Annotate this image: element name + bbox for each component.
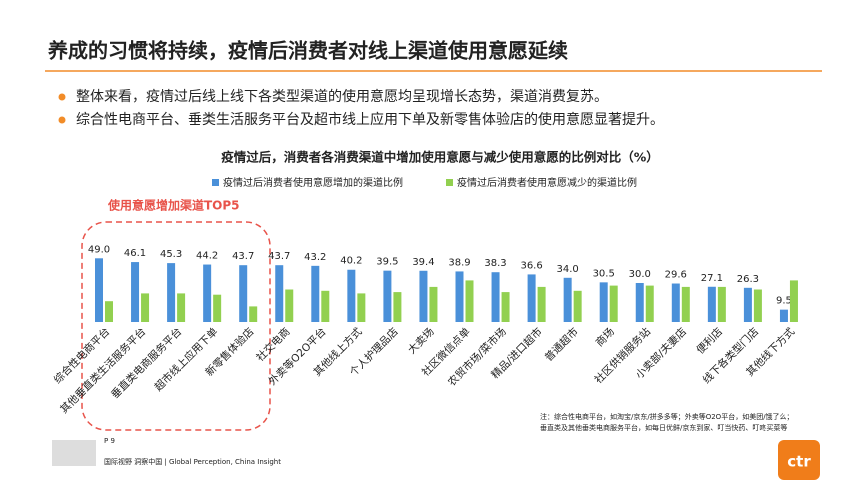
bar <box>285 289 294 322</box>
bullet: 整体来看，疫情过后线上线下各类型渠道的使用意愿均呈现增长态势，渠道消费复苏。 <box>76 88 608 105</box>
value-label: 38.9 <box>448 257 470 268</box>
bar <box>239 265 248 322</box>
value-label: 29.6 <box>665 270 687 281</box>
bar <box>213 294 222 322</box>
bar <box>537 286 546 322</box>
highlight-label: 使用意愿增加渠道TOP5 <box>107 198 240 213</box>
bar <box>141 293 150 322</box>
legend-label: 疫情过后消费者使用意愿减少的渠道比例 <box>457 176 637 189</box>
value-label: 30.0 <box>629 269 651 280</box>
brand-text: ctr <box>787 453 811 471</box>
bar <box>717 286 726 322</box>
bar <box>779 309 788 322</box>
footer-slogan: 国际视野 洞察中国 | Global Perception, China Ins… <box>104 457 281 466</box>
value-label: 43.7 <box>268 251 290 262</box>
value-label: 40.2 <box>340 256 362 267</box>
brand-logo <box>778 440 820 480</box>
bar <box>743 287 752 322</box>
bar <box>599 282 608 322</box>
legend-label: 疫情过后消费者使用意愿增加的渠道比例 <box>223 176 403 189</box>
x-tick-label: 超市线上应用下单 <box>152 325 221 394</box>
bar <box>249 306 258 322</box>
bar <box>671 283 680 322</box>
note: 垂直类及其他垂类电商服务平台，如每日优鲜/京东到家、叮当快药、叮咚买菜等 <box>540 423 787 432</box>
value-label: 46.1 <box>124 248 146 259</box>
value-label: 30.5 <box>593 268 615 279</box>
bar <box>491 272 500 322</box>
bar <box>609 285 618 322</box>
bar <box>419 270 428 322</box>
bar <box>105 301 113 322</box>
value-label: 36.6 <box>520 260 542 271</box>
x-tick-label: 垂直类电商服务平台 <box>108 325 184 401</box>
value-label: 43.2 <box>304 252 326 263</box>
bar <box>635 283 644 322</box>
bar <box>311 265 320 322</box>
bar <box>573 290 582 322</box>
value-label: 27.1 <box>701 273 723 284</box>
x-tick-label: 大卖场 <box>405 325 436 356</box>
bar <box>177 293 186 322</box>
x-tick-label: 便利店 <box>694 325 725 356</box>
bar <box>527 274 536 322</box>
bar <box>645 285 654 322</box>
value-label: 38.3 <box>484 258 506 269</box>
bar <box>563 277 572 322</box>
value-label: 9.5 <box>776 296 792 307</box>
bar <box>203 264 212 322</box>
bullet-dot <box>58 93 66 101</box>
cert-logo <box>52 440 96 466</box>
x-tick-label: 商场 <box>593 325 617 349</box>
value-label: 44.2 <box>196 251 218 262</box>
bar <box>501 292 510 322</box>
bar <box>681 286 690 322</box>
value-label: 43.7 <box>232 251 254 262</box>
bar <box>383 270 392 322</box>
bar <box>95 258 103 322</box>
bar <box>347 269 356 322</box>
chart-title: 疫情过后，消费者各消费渠道中增加使用意愿与减少使用意愿的比例对比（%） <box>221 150 659 165</box>
bullet-dot <box>58 116 66 124</box>
value-label: 26.3 <box>737 274 759 285</box>
legend-swatch <box>446 179 453 186</box>
slide-title: 养成的习惯将持续，疫情后消费者对线上渠道使用意愿延续 <box>47 39 568 63</box>
bar <box>707 286 716 322</box>
legend-swatch <box>212 179 219 186</box>
bar <box>357 293 366 322</box>
bullet: 综合性电商平台、垂类生活服务平台及超市线上应用下单及新零售体验店的使用意愿显著提… <box>76 111 664 128</box>
note: 注：综合性电商平台，如淘宝/京东/拼多多等；外卖等O2O平台，如美团/饿了么； <box>540 412 794 421</box>
bar <box>321 290 330 322</box>
bar <box>131 262 140 322</box>
page-number: P 9 <box>104 437 115 445</box>
bar <box>393 292 402 322</box>
value-label: 49.0 <box>88 244 110 255</box>
bar <box>455 271 464 322</box>
value-label: 34.0 <box>557 264 579 275</box>
bar <box>465 280 474 322</box>
value-label: 45.3 <box>160 249 182 260</box>
bar <box>789 280 798 322</box>
value-label: 39.5 <box>376 257 398 268</box>
bar <box>275 265 284 322</box>
x-tick-label: 普通超市 <box>542 325 581 364</box>
bar <box>167 263 176 322</box>
bar <box>753 289 762 322</box>
value-label: 39.4 <box>412 257 434 268</box>
bar <box>429 286 438 322</box>
highlight-box <box>81 221 271 431</box>
